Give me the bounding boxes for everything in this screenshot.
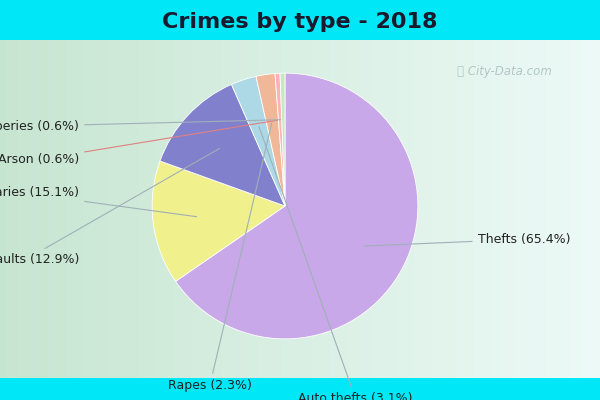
Wedge shape [275,73,285,206]
Text: Rapes (2.3%): Rapes (2.3%) [168,123,272,392]
Text: Thefts (65.4%): Thefts (65.4%) [364,233,570,246]
Text: Auto thefts (3.1%): Auto thefts (3.1%) [259,126,413,400]
Wedge shape [152,161,285,281]
Text: Robberies (0.6%): Robberies (0.6%) [0,120,281,133]
Text: Arson (0.6%): Arson (0.6%) [0,120,277,166]
Text: Assaults (12.9%): Assaults (12.9%) [0,148,220,266]
Wedge shape [160,84,285,206]
Wedge shape [280,73,285,206]
Wedge shape [256,74,285,206]
Text: Crimes by type - 2018: Crimes by type - 2018 [162,12,438,32]
Text: Burglaries (15.1%): Burglaries (15.1%) [0,186,197,217]
Text: ⓘ City-Data.com: ⓘ City-Data.com [457,66,551,78]
Wedge shape [232,76,285,206]
Wedge shape [176,73,418,339]
